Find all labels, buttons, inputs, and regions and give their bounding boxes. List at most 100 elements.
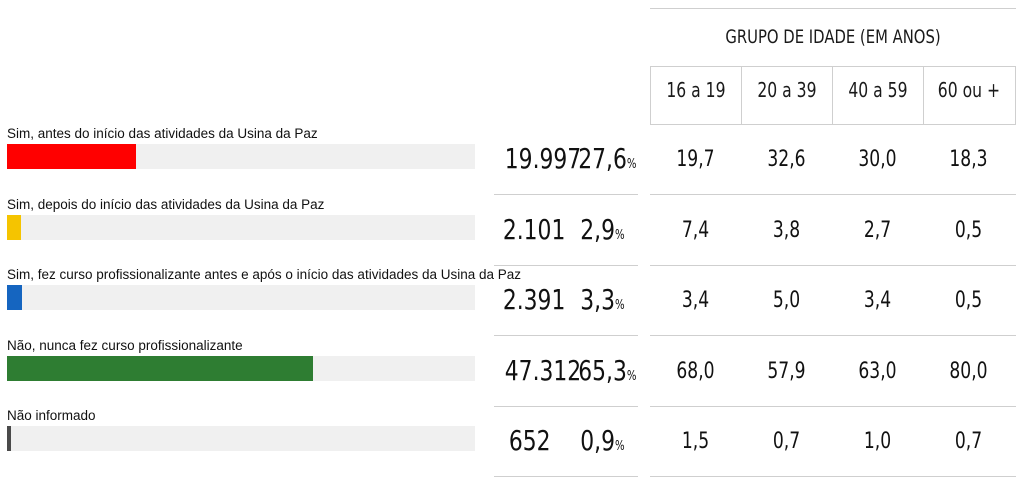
age-group-header: GRUPO DE IDADE (EM ANOS) 16 a 19 20 a 39… [650, 8, 1016, 125]
percent-text: 3,3% [580, 283, 624, 316]
age-value: 0,5 [923, 217, 1014, 243]
row-label: Sim, depois do início das atividades da … [7, 196, 325, 212]
percent-value: 3,3 [579, 283, 615, 316]
age-value: 0,7 [923, 428, 1014, 454]
age-value-text: 18,3 [949, 147, 988, 172]
header-col-divider [1015, 66, 1016, 124]
count-label: 19.997 [494, 142, 581, 175]
percent-text: 0,9% [580, 424, 624, 457]
age-value: 2,7 [832, 217, 923, 243]
bar-track [7, 285, 475, 310]
row-label: Não, nunca fez curso profissionalizante [7, 337, 243, 353]
row-rule [494, 264, 638, 266]
header-top-rule [650, 8, 1016, 9]
percent-value: 65,3 [578, 353, 627, 387]
row-label: Não informado [7, 408, 96, 423]
age-value-text: 1,0 [863, 429, 892, 454]
percent-symbol: % [626, 368, 637, 384]
bar [7, 355, 313, 381]
row-rule [494, 405, 638, 407]
percent-value: 27,6 [578, 142, 627, 175]
age-value-text: 63,0 [858, 358, 897, 384]
age-group-title: GRUPO DE IDADE (EM ANOS) [725, 26, 941, 48]
age-col-40-59: 40 a 59 [847, 78, 908, 102]
percent-text: 2,9% [580, 213, 624, 246]
age-value-text: 0,5 [954, 288, 983, 313]
age-value-text: 1,5 [681, 429, 710, 454]
age-col-60-plus: 60 ou + [937, 78, 1000, 102]
age-value-text: 3,4 [681, 288, 710, 313]
percent-text: 27,6% [578, 142, 636, 175]
age-value-text: 68,0 [676, 358, 715, 384]
percent-value: 2,9 [579, 212, 615, 246]
age-value-text: 0,7 [772, 429, 801, 454]
age-value: 7,4 [650, 217, 741, 243]
header-col-divider [650, 66, 651, 124]
age-value: 5,0 [741, 287, 832, 313]
bar [7, 144, 137, 169]
bar-track [7, 144, 475, 169]
age-value-text: 3,8 [772, 217, 801, 243]
row-rule [494, 476, 638, 477]
percent-symbol: % [626, 157, 637, 172]
row-rule [650, 405, 1016, 407]
bar [7, 214, 21, 240]
percent-label: 3,3% [570, 283, 634, 316]
age-value: 3,8 [741, 217, 832, 243]
age-value: 68,0 [650, 358, 741, 384]
count-text: 2.391 [502, 283, 566, 316]
count-label: 2.391 [494, 283, 566, 316]
age-value: 1,5 [650, 428, 741, 454]
age-value: 0,7 [741, 428, 832, 454]
age-value: 3,4 [650, 287, 741, 313]
bar [7, 426, 12, 451]
header-mid-rule [650, 66, 1016, 67]
percent-label: 2,9% [570, 213, 634, 246]
percent-value: 0,9 [579, 424, 615, 457]
age-value: 18,3 [923, 146, 1014, 172]
count-text: 652 [509, 424, 551, 457]
row-rule [494, 194, 638, 195]
row-rule [650, 264, 1016, 266]
age-value-text: 7,4 [681, 217, 710, 243]
row-rule [650, 335, 1016, 336]
row-label: Sim, antes do início das atividades da U… [7, 126, 318, 141]
header-col-divider [741, 66, 742, 124]
age-col-20-39: 20 a 39 [756, 78, 817, 102]
percent-symbol: % [614, 439, 625, 454]
age-value: 3,4 [832, 287, 923, 313]
row-rule [650, 476, 1016, 477]
row-rule [494, 335, 638, 336]
count-label: 47.312 [494, 354, 581, 387]
bar-track [7, 426, 475, 451]
percent-text: 65,3% [578, 354, 636, 387]
age-value: 30,0 [832, 146, 923, 172]
bar-track [7, 355, 475, 381]
percent-label: 27,6% [570, 142, 636, 175]
bar [7, 285, 23, 310]
count-label: 652 [494, 424, 566, 457]
age-value: 57,9 [741, 358, 832, 384]
age-value-text: 2,7 [863, 217, 892, 243]
percent-label: 65,3% [570, 354, 636, 387]
age-value-text: 32,6 [767, 147, 806, 172]
age-value: 19,7 [650, 146, 741, 172]
header-col-divider [832, 66, 833, 124]
age-value: 63,0 [832, 358, 923, 384]
age-value: 32,6 [741, 146, 832, 172]
age-value: 0,5 [923, 287, 1014, 313]
bar-track [7, 214, 475, 240]
age-value-text: 3,4 [863, 288, 892, 313]
count-text: 47.312 [504, 353, 582, 387]
age-value-text: 19,7 [676, 147, 715, 172]
age-value-text: 30,0 [858, 147, 897, 172]
age-value: 1,0 [832, 428, 923, 454]
count-label: 2.101 [494, 213, 566, 246]
percent-symbol: % [614, 227, 625, 243]
header-col-divider [923, 66, 924, 124]
age-value-text: 0,7 [954, 429, 983, 454]
percent-symbol: % [614, 298, 625, 313]
age-value-text: 5,0 [772, 288, 801, 313]
age-value: 80,0 [923, 358, 1014, 384]
age-col-16-19: 16 a 19 [665, 78, 726, 102]
